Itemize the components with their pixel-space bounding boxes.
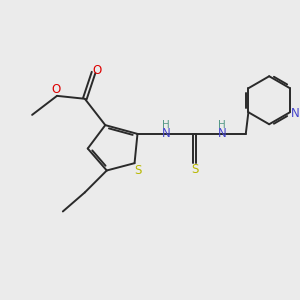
Text: H: H <box>162 120 170 130</box>
Text: H: H <box>218 120 226 130</box>
Text: O: O <box>92 64 101 77</box>
Text: N: N <box>291 107 300 120</box>
Text: N: N <box>162 127 170 140</box>
Text: N: N <box>218 127 226 140</box>
Text: S: S <box>191 163 198 176</box>
Text: O: O <box>51 83 60 96</box>
Text: S: S <box>134 164 142 177</box>
